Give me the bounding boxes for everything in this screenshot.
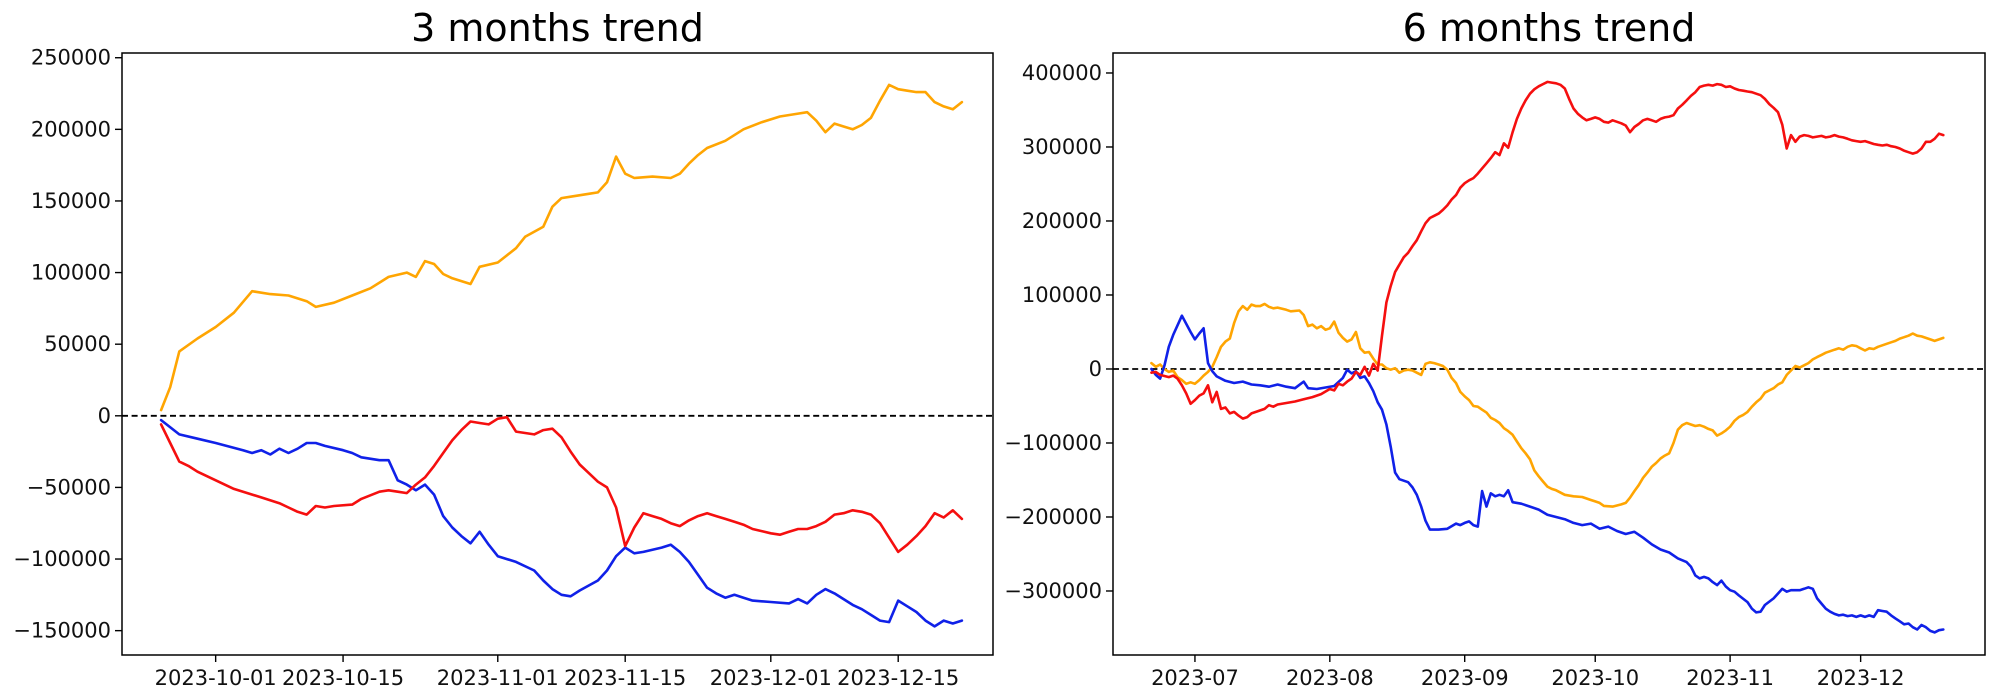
y-tick-label: 0 (1089, 357, 1102, 381)
y-tick-label: 100000 (1022, 283, 1102, 307)
x-tick-label: 2023-10-01 (155, 666, 277, 690)
x-tick-label: 2023-11-15 (564, 666, 686, 690)
y-tick-label: 250000 (31, 46, 111, 70)
series-line-red-series (159, 415, 964, 554)
axes-frame (1112, 52, 1986, 656)
chart-title-3-months: 3 months trend (411, 6, 704, 50)
x-tick-label: 2023-12-01 (710, 666, 832, 690)
y-tick-label: 150000 (31, 189, 111, 213)
series-line-orange-series (159, 83, 964, 412)
y-tick-label: 100000 (31, 261, 111, 285)
y-tick-label: −100000 (1004, 431, 1102, 455)
y-tick-label: 50000 (44, 332, 111, 356)
x-tick-label: 2023-10-15 (282, 666, 404, 690)
series-line-orange-series (1150, 302, 1945, 508)
x-tick-label: 2023-12-15 (837, 666, 959, 690)
y-tick-label: −200000 (1004, 505, 1102, 529)
x-tick-label: 2023-11 (1686, 666, 1774, 690)
three-months-chart: 250000 200000 150000 100000 50000 0 −50000 −100… (13, 46, 994, 690)
x-tick-label: 2023-12 (1817, 666, 1905, 690)
series-line-red-series (1150, 80, 1945, 420)
x-tick-label: 2023-09 (1421, 666, 1509, 690)
y-tick-label: −100000 (13, 547, 111, 571)
x-tick-label: 2023-10 (1551, 666, 1639, 690)
y-tick-label: −300000 (1004, 579, 1102, 603)
y-tick-label: 200000 (31, 117, 111, 141)
y-tick-label: 0 (98, 404, 111, 428)
x-tick-label: 2023-07 (1151, 666, 1239, 690)
x-tick-label: 2023-11-01 (437, 666, 559, 690)
six-months-chart: 400000 300000 200000 100000 0 −100000 −200000 −… (1004, 52, 1986, 690)
y-tick-label: 300000 (1022, 135, 1102, 159)
chart-title-6-months: 6 months trend (1402, 6, 1696, 50)
y-tick-label: 200000 (1022, 209, 1102, 233)
x-tick-label: 2023-08 (1286, 666, 1374, 690)
axes-frame (121, 52, 994, 656)
series-line-blue-series (159, 418, 964, 628)
series-line-blue-series (1150, 314, 1945, 634)
y-tick-label: 400000 (1022, 61, 1102, 85)
y-tick-label: −150000 (13, 619, 111, 643)
y-tick-label: −50000 (27, 475, 111, 499)
